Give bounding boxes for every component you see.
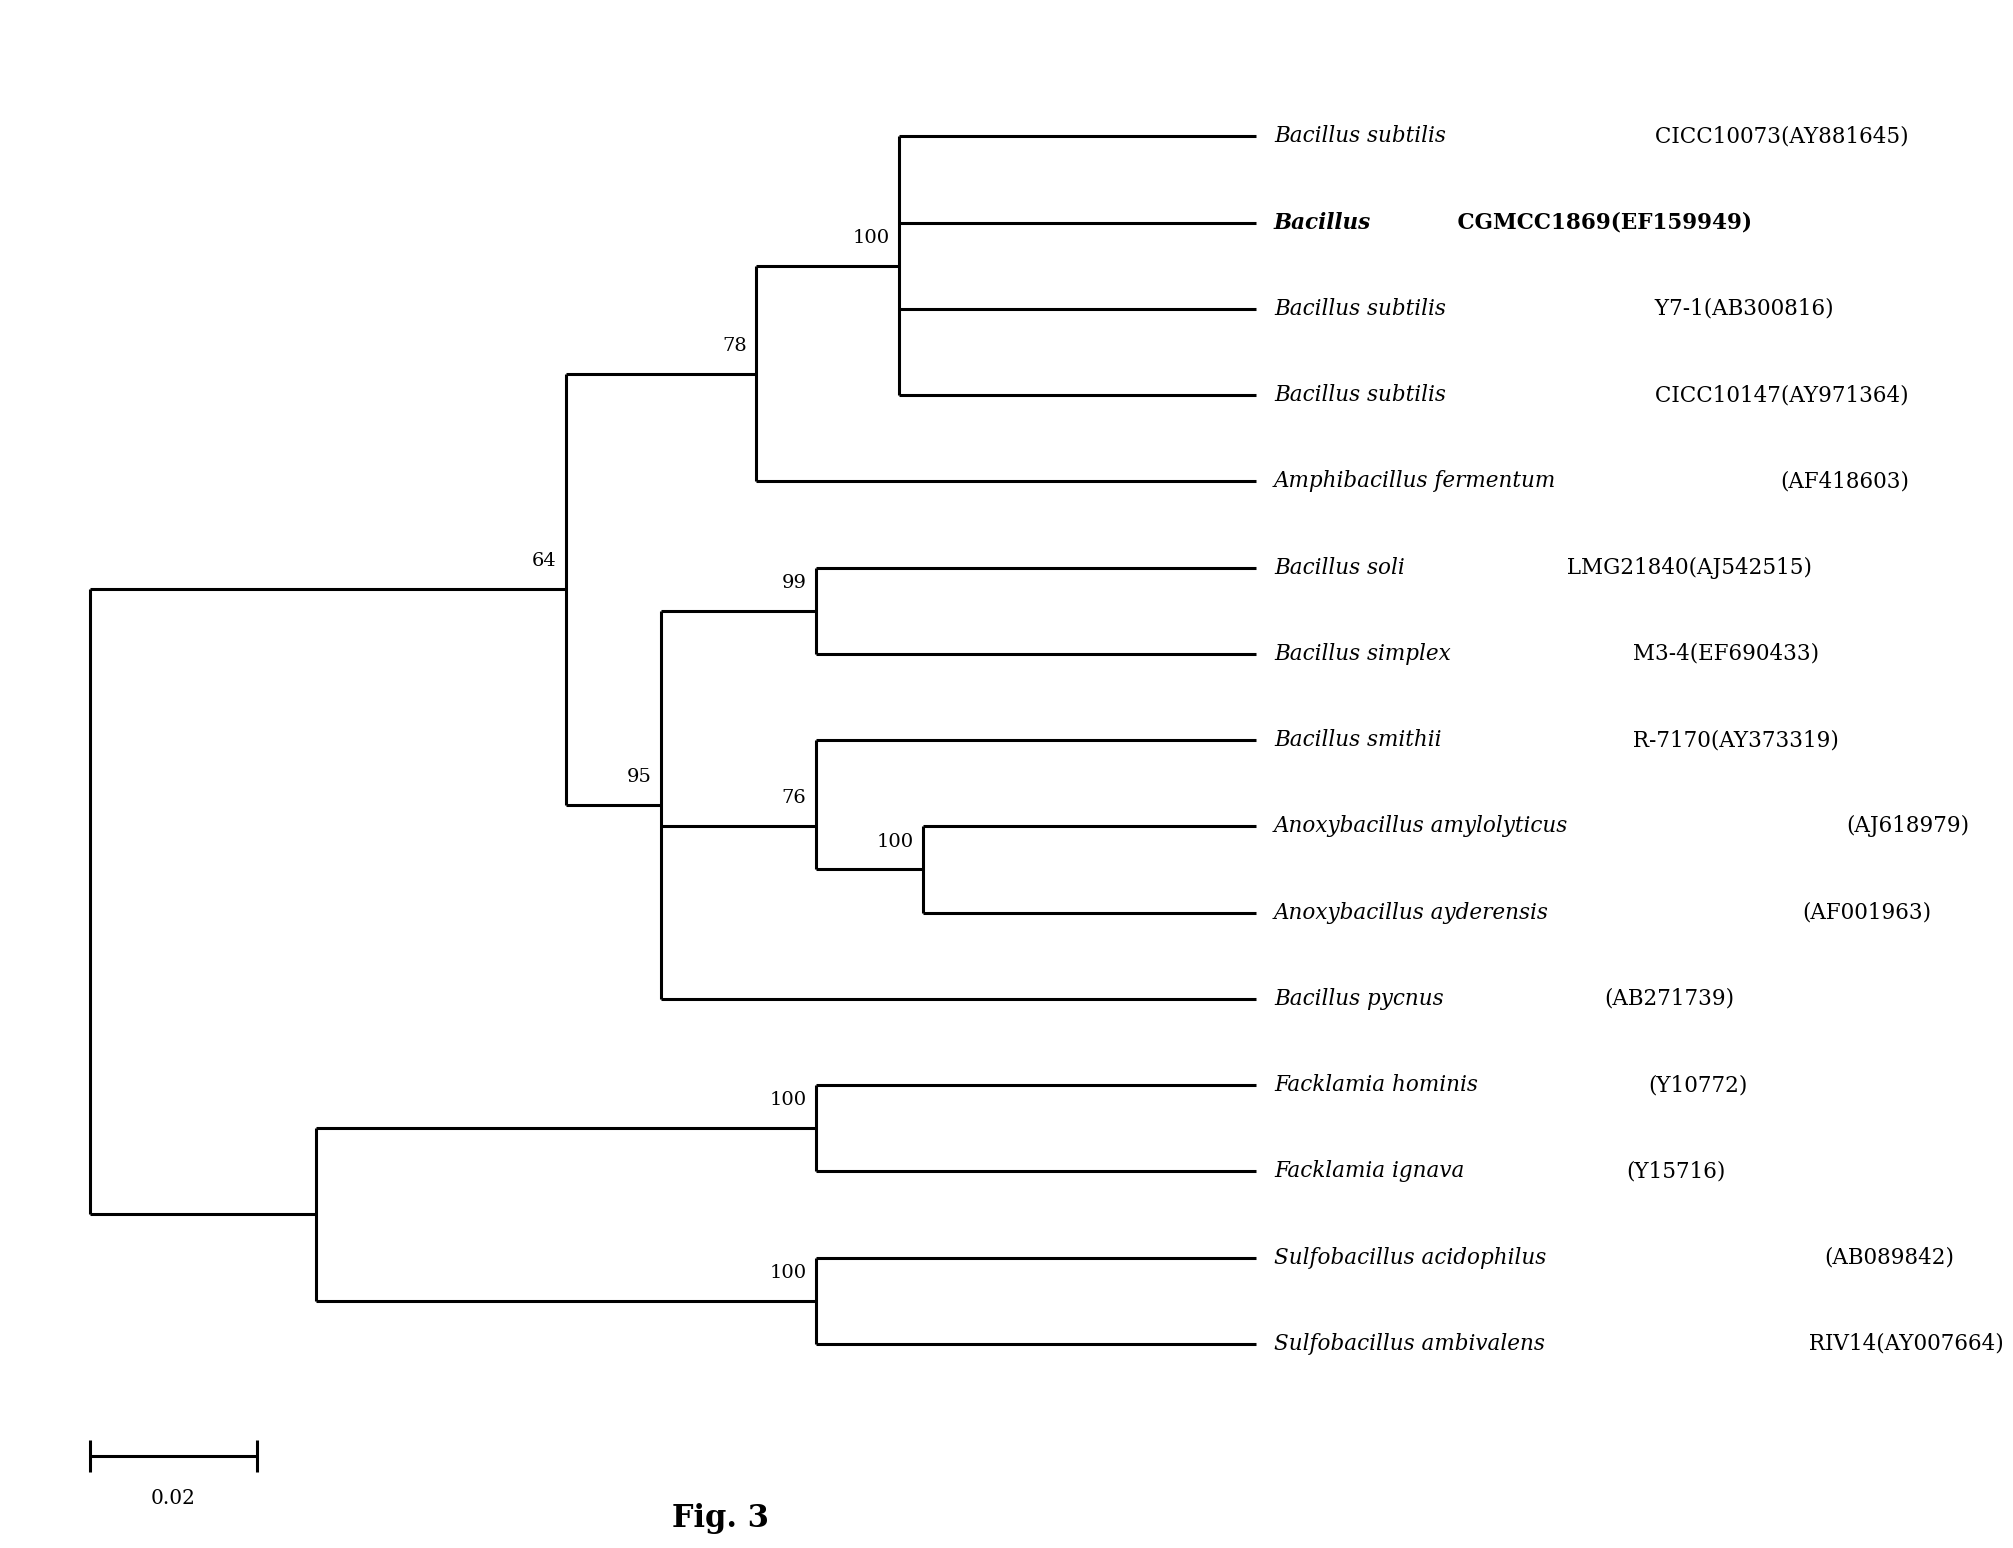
Text: (AF418603): (AF418603) <box>1779 471 1908 492</box>
Text: RIV14(AY007664): RIV14(AY007664) <box>1802 1333 2003 1354</box>
Text: Sulfobacillus acidophilus: Sulfobacillus acidophilus <box>1274 1246 1546 1269</box>
Text: 64: 64 <box>531 553 556 570</box>
Text: 76: 76 <box>781 789 807 808</box>
Text: Bacillus soli: Bacillus soli <box>1274 557 1405 579</box>
Text: 78: 78 <box>723 336 747 354</box>
Text: Facklamia hominis: Facklamia hominis <box>1274 1074 1478 1096</box>
Text: (AB271739): (AB271739) <box>1604 988 1733 1009</box>
Text: Bacillus subtilis: Bacillus subtilis <box>1274 384 1445 406</box>
Text: Bacillus simplex: Bacillus simplex <box>1274 642 1451 664</box>
Text: (AJ618979): (AJ618979) <box>1846 816 1969 837</box>
Text: R-7170(AY373319): R-7170(AY373319) <box>1627 729 1840 751</box>
Text: Bacillus smithii: Bacillus smithii <box>1274 729 1441 751</box>
Text: 99: 99 <box>781 574 807 591</box>
Text: CGMCC1869(EF159949): CGMCC1869(EF159949) <box>1449 212 1751 234</box>
Text: Anoxybacillus amylolyticus: Anoxybacillus amylolyticus <box>1274 816 1568 837</box>
Text: (AF001963): (AF001963) <box>1802 901 1930 924</box>
Text: CICC10073(AY881645): CICC10073(AY881645) <box>1649 125 1908 147</box>
Text: Bacillus subtilis: Bacillus subtilis <box>1274 297 1445 320</box>
Text: Bacillus subtilis: Bacillus subtilis <box>1274 125 1445 147</box>
Text: Amphibacillus fermentum: Amphibacillus fermentum <box>1274 471 1556 492</box>
Text: (Y15716): (Y15716) <box>1627 1161 1725 1183</box>
Text: Fig. 3: Fig. 3 <box>672 1503 769 1534</box>
Text: 100: 100 <box>876 833 914 850</box>
Text: (Y10772): (Y10772) <box>1649 1074 1747 1096</box>
Text: Facklamia ignava: Facklamia ignava <box>1274 1161 1463 1183</box>
Text: (AB089842): (AB089842) <box>1824 1246 1955 1269</box>
Text: 95: 95 <box>626 768 652 786</box>
Text: LMG21840(AJ542515): LMG21840(AJ542515) <box>1560 557 1812 579</box>
Text: Bacillus: Bacillus <box>1274 212 1371 234</box>
Text: 0.02: 0.02 <box>151 1489 195 1508</box>
Text: Y7-1(AB300816): Y7-1(AB300816) <box>1649 297 1834 320</box>
Text: Anoxybacillus ayderensis: Anoxybacillus ayderensis <box>1274 901 1548 924</box>
Text: Sulfobacillus ambivalens: Sulfobacillus ambivalens <box>1274 1333 1544 1354</box>
Text: 100: 100 <box>769 1263 807 1282</box>
Text: CICC10147(AY971364): CICC10147(AY971364) <box>1649 384 1908 406</box>
Text: Bacillus pycnus: Bacillus pycnus <box>1274 988 1443 1009</box>
Text: M3-4(EF690433): M3-4(EF690433) <box>1627 642 1820 664</box>
Text: 100: 100 <box>769 1091 807 1110</box>
Text: 100: 100 <box>854 229 890 246</box>
